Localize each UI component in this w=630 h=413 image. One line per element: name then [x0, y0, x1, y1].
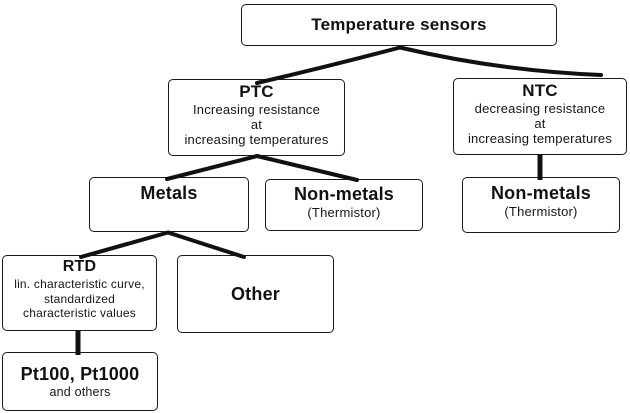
node-description-line: lin. characteristic curve,: [14, 277, 145, 291]
node-nonmetals-ptc: Non-metals (Thermistor): [265, 179, 423, 231]
connector-root-ptc: [255, 45, 402, 85]
node-description-line: increasing temperatures: [467, 131, 613, 146]
connector-metals-rtd: [79, 230, 170, 259]
connector-ptc-metals: [165, 154, 259, 181]
node-ntc: NTC decreasing resistance at increasing …: [453, 78, 627, 155]
node-description-line: decreasing resistance: [474, 101, 606, 116]
node-rtd: RTD lin. characteristic curve, standardi…: [2, 255, 157, 331]
node-metals: Metals: [89, 177, 249, 232]
node-temperature-sensors: Temperature sensors: [241, 4, 557, 46]
node-title: Pt100, Pt1000: [20, 364, 140, 384]
node-title: Metals: [140, 183, 198, 203]
connector-ptc-nonmetals: [255, 154, 359, 182]
node-subtitle: (Thermistor): [504, 204, 578, 219]
node-title: Temperature sensors: [311, 15, 487, 34]
node-title: Other: [230, 283, 280, 304]
node-title: Non-metals: [490, 183, 591, 203]
node-subtitle: and others: [49, 385, 111, 399]
node-pt100-pt1000: Pt100, Pt1000 and others: [2, 352, 158, 411]
node-title: Non-metals: [293, 184, 394, 204]
node-nonmetals-ntc: Non-metals (Thermistor): [462, 177, 620, 233]
node-title: NTC: [522, 81, 558, 100]
node-description-line: increasing temperatures: [184, 132, 329, 147]
node-description-line: Increasing resistance: [192, 102, 321, 117]
node-subtitle: (Thermistor): [307, 205, 381, 220]
node-title: RTD: [62, 258, 97, 275]
node-title: PTC: [239, 82, 274, 101]
node-other: Other: [177, 255, 334, 333]
node-description-line: characteristic values: [23, 306, 136, 320]
node-ptc: PTC Increasing resistance at increasing …: [168, 79, 345, 156]
connector-root-ntc: [398, 45, 603, 77]
connector-metals-other: [166, 230, 246, 259]
node-description-line: at: [534, 116, 546, 131]
node-description-line: at: [250, 117, 263, 132]
node-description-line: standardized: [43, 291, 116, 306]
